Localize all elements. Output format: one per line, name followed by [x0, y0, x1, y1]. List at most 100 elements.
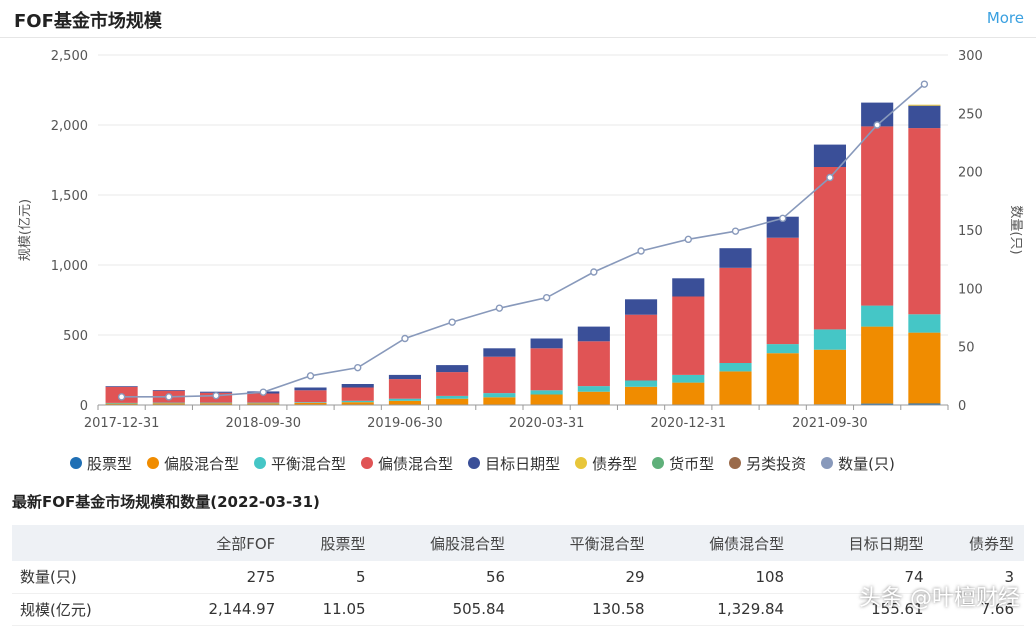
table-cell: 7.66	[933, 593, 1024, 626]
table-header-cell: 全部FOF	[159, 525, 286, 561]
bar-segment	[766, 237, 799, 345]
more-link[interactable]: More	[986, 9, 1024, 27]
bar-segment	[908, 314, 941, 333]
count-point	[826, 173, 834, 182]
count-point	[920, 80, 929, 88]
bar-segment	[436, 372, 469, 396]
legend-label: 目标日期型	[485, 454, 561, 473]
table-header-cell	[12, 525, 160, 561]
legend-item[interactable]: 偏股混合型	[147, 453, 239, 474]
bar-segment	[388, 379, 421, 399]
table-header-cell: 偏股混合型	[375, 525, 516, 561]
bar-segment	[247, 393, 280, 403]
y2-tick-label: 300	[958, 49, 983, 64]
table-header-cell: 目标日期型	[794, 525, 934, 561]
table-header-cell: 债券型	[933, 525, 1024, 561]
x-tick-label: 2020-03-31	[509, 416, 585, 431]
table-cell: 5	[285, 561, 376, 594]
count-point	[637, 247, 645, 255]
legend-item[interactable]: 数量(只)	[821, 453, 895, 474]
table-cell: 数量(只)	[12, 561, 160, 594]
y2-tick-label: 250	[958, 107, 983, 122]
legend-label: 偏债混合型	[378, 454, 454, 473]
bar-segment	[719, 363, 752, 372]
count-point	[542, 293, 551, 302]
legend-label: 债券型	[592, 454, 638, 473]
legend-swatch	[652, 457, 665, 469]
legend-item[interactable]: 平衡混合型	[254, 453, 346, 474]
y2-tick-label: 200	[958, 166, 983, 181]
legend-swatch	[147, 457, 160, 469]
legend-item[interactable]: 偏债混合型	[361, 453, 453, 474]
table-cell: 29	[515, 561, 655, 594]
bar-segment	[625, 299, 658, 315]
bar-segment	[861, 305, 894, 327]
bar-segment	[200, 403, 233, 405]
bar-segment	[625, 386, 658, 405]
count-point	[448, 318, 456, 326]
count-line	[121, 83, 925, 398]
legend-swatch	[575, 457, 588, 469]
bar-segment	[719, 267, 752, 363]
bar-segment	[436, 398, 469, 405]
legend-item[interactable]: 股票型	[70, 453, 132, 474]
legend-label: 平衡混合型	[271, 454, 347, 473]
count-point	[259, 388, 267, 396]
table-cell: 1,329.84	[654, 593, 795, 626]
bar-segment	[152, 390, 185, 391]
legend-item[interactable]: 目标日期型	[468, 453, 560, 474]
bar-segment	[861, 403, 894, 405]
bar-segment	[530, 390, 563, 395]
bar-segment	[766, 353, 799, 405]
table-cell: 规模(亿元)	[12, 593, 160, 626]
legend-label: 股票型	[87, 454, 133, 473]
y2-tick-label: 0	[958, 399, 966, 414]
bar-segment	[388, 400, 421, 405]
page-title: FOF基金市场规模	[14, 11, 162, 32]
bar-segment	[861, 102, 894, 127]
bar-segment	[908, 128, 941, 315]
table-cell: 3	[933, 561, 1024, 594]
y-tick-label: 0	[80, 399, 88, 414]
bar-segment	[672, 382, 705, 405]
bar-segment	[813, 167, 846, 330]
bar-segment	[483, 397, 516, 405]
count-point	[306, 372, 315, 380]
y-tick-label: 1,000	[51, 259, 88, 274]
y2-tick-label: 50	[958, 341, 975, 356]
legend-swatch	[70, 457, 82, 469]
bar-segment	[341, 384, 374, 388]
y2-tick-label: 100	[958, 282, 983, 297]
count-point	[684, 235, 692, 244]
table-cell: 56	[375, 561, 516, 594]
x-tick-label: 2018-09-30	[225, 416, 301, 431]
bar-segment	[577, 326, 610, 342]
bar-segment	[908, 403, 941, 405]
bar-segment	[672, 278, 705, 297]
x-tick-label: 2019-06-30	[367, 416, 443, 431]
bar-segment	[577, 341, 610, 387]
bar-segment	[813, 349, 846, 405]
legend-label: 货币型	[669, 454, 715, 473]
bar-segment	[341, 402, 374, 405]
y2-tick-label: 150	[958, 224, 983, 239]
table-cell: 2,144.97	[159, 593, 286, 626]
bar-segment	[813, 144, 846, 167]
bar-segment	[625, 380, 658, 387]
bar-segment	[483, 393, 516, 398]
x-tick-label: 2021-09-30	[792, 416, 868, 431]
legend-item[interactable]: 债券型	[575, 453, 637, 474]
bar-segment	[247, 403, 280, 405]
count-point	[117, 393, 126, 401]
bar-segment	[388, 374, 421, 380]
legend-item[interactable]: 货币型	[652, 453, 714, 474]
bar-segment	[152, 403, 185, 405]
bar-segment	[341, 400, 374, 403]
y-tick-label: 1,500	[51, 189, 88, 204]
count-point	[495, 304, 504, 312]
legend-item[interactable]: 另类投资	[729, 453, 806, 474]
legend-label: 数量(只)	[838, 454, 895, 473]
bar-segment	[861, 126, 894, 306]
x-tick-label: 2017-12-31	[84, 416, 160, 431]
y-tick-label: 2,500	[51, 49, 88, 64]
